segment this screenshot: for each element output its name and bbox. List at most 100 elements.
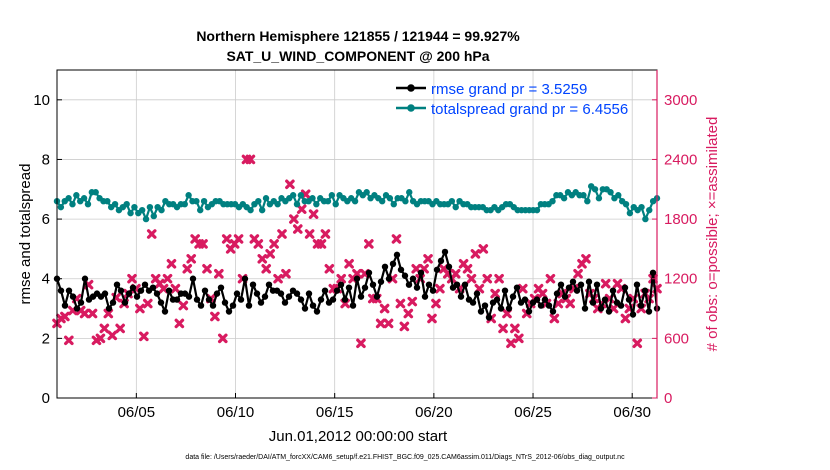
rmse-point [341, 296, 349, 303]
totalspread-point [591, 186, 599, 193]
obs-assimilated-point [545, 273, 556, 284]
obs-assimilated-point [162, 273, 173, 284]
obs-assimilated-point [352, 268, 362, 279]
rmse-point [433, 266, 441, 273]
obs-assimilated-point [498, 323, 508, 334]
rmse-point [617, 302, 625, 309]
obs-assimilated-point [135, 303, 145, 314]
rmse-point [581, 305, 589, 312]
rmse-point [469, 299, 477, 306]
rmse-point [245, 302, 253, 309]
rmse-point [65, 287, 73, 294]
rmse-point [253, 290, 261, 297]
y-tick-label-right: 1200 [664, 271, 697, 288]
obs-assimilated-point [581, 254, 591, 264]
totalspread-point [378, 198, 386, 205]
totalspread-point [193, 198, 200, 205]
obs-assimilated-point [395, 298, 406, 309]
y-tick-label-right: 1800 [664, 211, 697, 228]
totalspread-point [560, 195, 568, 202]
rmse-point [141, 281, 149, 288]
obs-assimilated-point [60, 311, 70, 322]
obs-assimilated-point [265, 249, 275, 259]
totalspread-point [297, 192, 305, 199]
obs-assimilated-point [391, 234, 402, 244]
obs-assimilated-point [233, 234, 244, 244]
obs-assimilated-point [364, 239, 374, 249]
rmse-point [153, 290, 161, 297]
totalspread-point [84, 200, 92, 208]
rmse-point [417, 269, 425, 276]
totalspread-point [289, 192, 297, 199]
y-axis-label-left: rmse and totalspread [17, 164, 34, 305]
totalspread-point [390, 200, 397, 208]
totalspread-point [142, 215, 150, 223]
rmse-point [69, 293, 77, 300]
totalspread-point [197, 206, 204, 214]
rmse-point [217, 284, 225, 291]
rmse-point [577, 281, 585, 288]
obs-assimilated-point [344, 259, 354, 269]
rmse-point [197, 302, 205, 309]
x-tick-label: 06/20 [415, 404, 453, 421]
series-layer [52, 154, 662, 349]
rmse-point [321, 287, 329, 294]
rmse-point [157, 299, 165, 306]
y-tick-label-right: 3000 [664, 92, 697, 109]
rmse-point [257, 299, 265, 306]
y-tick-label-left: 8 [42, 151, 50, 168]
rmse-point [285, 293, 293, 300]
rmse-point [397, 266, 405, 273]
obs-assimilated-point [379, 303, 390, 314]
totalspread-point [255, 198, 262, 205]
totalspread-point [80, 195, 88, 202]
obs-assimilated-point [273, 273, 283, 284]
rmse-point [353, 275, 361, 282]
obs-assimilated-point [620, 313, 631, 324]
obs-assimilated-point [423, 254, 433, 264]
y-tick-label-right: 600 [664, 330, 689, 347]
totalspread-point [104, 198, 111, 205]
rmse-point [277, 290, 285, 297]
rmse-point [101, 290, 109, 297]
totalspread-point [123, 200, 130, 208]
rmse-point [389, 260, 397, 268]
rmse-point [437, 257, 445, 265]
rmse-point [209, 302, 217, 309]
rmse-point [117, 287, 125, 294]
y-tick-label-left: 4 [42, 271, 50, 288]
totalspread-point [158, 206, 165, 214]
totalspread-point [607, 189, 614, 196]
totalspread-point [626, 209, 634, 217]
totalspread-point [332, 200, 339, 208]
rmse-point [221, 299, 229, 306]
rmse-point [125, 290, 133, 297]
x-tick-label: 06/10 [217, 404, 255, 421]
legend-rmse-label: rmse grand pr = 3.5259 [431, 81, 587, 98]
rmse-point [193, 296, 201, 303]
rmse-point [305, 290, 313, 297]
rmse-point [241, 275, 249, 282]
totalspread-point [584, 198, 591, 205]
obs-assimilated-point [210, 311, 220, 322]
rmse-point [317, 296, 325, 303]
rmse-point [593, 281, 601, 288]
chart-title-line-1: Northern Hemisphere 121855 / 121944 = 99… [196, 28, 520, 44]
x-tick-label: 06/25 [514, 404, 552, 421]
obs-assimilated-point [510, 323, 520, 334]
rmse-point [377, 278, 385, 285]
rmse-point [601, 296, 609, 303]
y-tick-label-left: 2 [42, 330, 50, 347]
obs-assimilated-point [411, 263, 422, 274]
rmse-point [105, 305, 113, 312]
rmse-point [541, 296, 549, 303]
totalspread-point [642, 215, 649, 223]
rmse-point [401, 272, 409, 279]
totalspread-point [351, 198, 359, 205]
obs-assimilated-point [127, 273, 137, 284]
rmse-point [357, 293, 365, 300]
obs-assimilated-point [435, 283, 445, 294]
rmse-point [425, 281, 433, 288]
obs-assimilated-point [399, 321, 410, 332]
rmse-point [481, 302, 489, 309]
